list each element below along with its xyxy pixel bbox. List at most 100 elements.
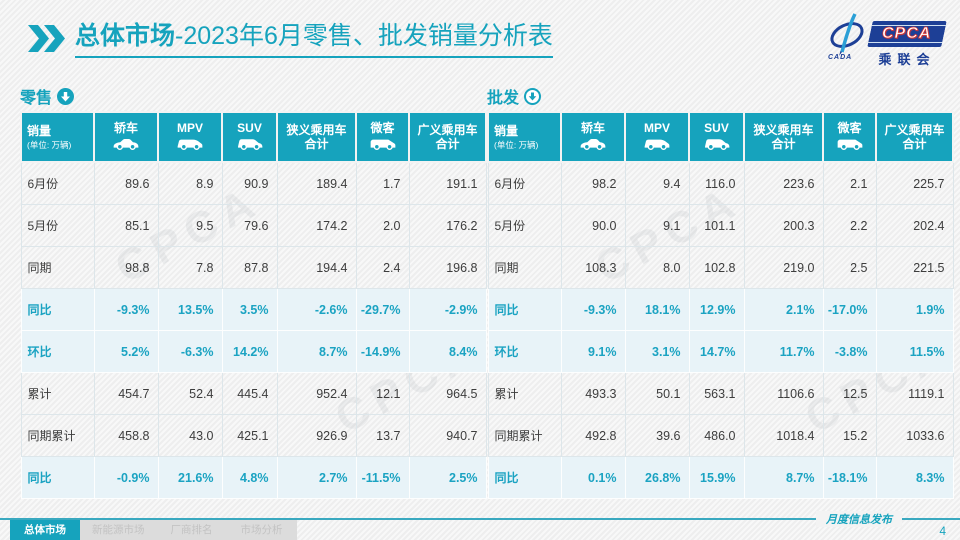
table-row: 同期 98.8 7.8 87.8 194.4 2.4 196.8 (20, 246, 487, 289)
row-label: 6月份 (487, 161, 562, 205)
value-cell: 225.7 (875, 161, 954, 205)
column-label: 销量 (27, 123, 52, 138)
value-cell: 486.0 (688, 414, 745, 457)
value-cell: 189.4 (276, 161, 357, 205)
column-header-sales: 销量 (单位: 万辆) (487, 111, 562, 163)
column-header-2: MPV (157, 111, 223, 163)
value-cell: 964.5 (408, 372, 487, 415)
footer-tab-4[interactable]: 市场分析 (226, 520, 297, 540)
value-cell: 952.4 (276, 372, 357, 415)
value-cell: 15.9% (688, 456, 745, 499)
value-cell: 202.4 (875, 204, 954, 247)
row-label: 5月份 (487, 204, 562, 247)
value-cell: 3.1% (624, 330, 690, 373)
value-cell: 14.2% (221, 330, 278, 373)
cada-logo-mark: CADA (826, 11, 868, 69)
column-header-6: 广义乘用车 合计 (875, 111, 954, 163)
value-cell: 223.6 (743, 161, 824, 205)
row-label: 同比 (487, 288, 562, 331)
table-row: 累计 454.7 52.4 445.4 952.4 12.1 964.5 (20, 372, 487, 415)
value-cell: 79.6 (221, 204, 278, 247)
column-label: 广义乘用车 (884, 122, 945, 137)
page-number: 4 (939, 524, 946, 538)
value-cell: 7.8 (157, 246, 223, 289)
value-cell: 14.7% (688, 330, 745, 373)
table-row: 6月份 89.6 8.9 90.9 189.4 1.7 191.1 (20, 161, 487, 205)
retail-section-header: 零售 (20, 84, 466, 108)
suv-icon (690, 137, 743, 153)
column-label-line2: 合计 (771, 137, 796, 151)
value-cell: 21.6% (157, 456, 223, 499)
row-label: 6月份 (20, 161, 95, 205)
row-label: 累计 (487, 372, 562, 415)
value-cell: -0.9% (93, 456, 159, 499)
column-label-line2: 合计 (902, 137, 927, 151)
value-cell: 176.2 (408, 204, 487, 247)
value-cell: 1033.6 (875, 414, 954, 457)
table-row: 同期累计 458.8 43.0 425.1 926.9 13.7 940.7 (20, 414, 487, 457)
column-label: 狭义乘用车 (753, 122, 814, 137)
value-cell: -29.7% (355, 288, 410, 331)
value-cell: 425.1 (221, 414, 278, 457)
value-cell: -14.9% (355, 330, 410, 373)
row-label: 同期 (20, 246, 95, 289)
footer-tab-1[interactable]: 总体市场 (10, 520, 80, 540)
row-label: 同期 (487, 246, 562, 289)
value-cell: 26.8% (624, 456, 690, 499)
table-row: 6月份 98.2 9.4 116.0 223.6 2.1 225.7 (487, 161, 954, 205)
column-header-sales: 销量 (单位: 万辆) (20, 111, 95, 163)
column-header-6: 广义乘用车 合计 (408, 111, 487, 163)
footer-tab-2[interactable]: 新能源市场 (80, 520, 157, 540)
row-label: 累计 (20, 372, 95, 415)
value-cell: 563.1 (688, 372, 745, 415)
value-cell: 3.5% (221, 288, 278, 331)
table-row: 环比 5.2% -6.3% 14.2% 8.7% -14.9% 8.4% (20, 330, 487, 373)
wholesale-section-header: 批发 (487, 84, 933, 108)
value-cell: -2.6% (276, 288, 357, 331)
value-cell: -17.0% (822, 288, 877, 331)
footer-nav-tabs: 总体市场 新能源市场 厂商排名 市场分析 (10, 520, 297, 540)
column-label-line2: 合计 (304, 137, 329, 151)
table-row: 环比 9.1% 3.1% 14.7% 11.7% -3.8% 11.5% (487, 330, 954, 373)
value-cell: 13.5% (157, 288, 223, 331)
value-cell: 1.7 (355, 161, 410, 205)
table-row: 5月份 90.0 9.1 101.1 200.3 2.2 202.4 (487, 204, 954, 247)
value-cell: 4.8% (221, 456, 278, 499)
value-cell: 12.1 (355, 372, 410, 415)
retail-table: 销量 (单位: 万辆) 轿车 MPV SUV 狭义乘用车 合计 微客 广义乘用车 合计 6月份 89.… (20, 111, 487, 499)
column-label: SUV (704, 120, 729, 135)
column-header-3: SUV (688, 111, 745, 163)
value-cell: 98.8 (93, 246, 159, 289)
value-cell: 1119.1 (875, 372, 954, 415)
value-cell: 12.5 (822, 372, 877, 415)
value-cell: 11.7% (743, 330, 824, 373)
section-label: 零售 (20, 90, 53, 107)
table-row: 同比 0.1% 26.8% 15.9% 8.7% -18.1% 8.3% (487, 456, 954, 499)
value-cell: 98.2 (560, 161, 626, 205)
table-row: 累计 493.3 50.1 563.1 1106.6 12.5 1119.1 (487, 372, 954, 415)
page-title: 总体市场-2023年6月零售、批发销量分析表 (75, 22, 553, 58)
value-cell: 445.4 (221, 372, 278, 415)
column-header-4: 狭义乘用车 合计 (276, 111, 357, 163)
value-cell: 102.8 (688, 246, 745, 289)
value-cell: -11.5% (355, 456, 410, 499)
value-cell: 221.5 (875, 246, 954, 289)
table-header-row: 销量 (单位: 万辆) 轿车 MPV SUV 狭义乘用车 合计 微客 广义乘用车 合计 (20, 111, 487, 163)
value-cell: 43.0 (157, 414, 223, 457)
column-label: 销量 (494, 123, 519, 138)
value-cell: 454.7 (93, 372, 159, 415)
wholesale-section: 批发 销量 (单位: 万辆) 轿车 MPV SUV 狭义乘用车 合计 微客 广义乘用车 合计 6月份… (487, 84, 954, 499)
minivan-icon (824, 137, 875, 153)
table-row: 同期 108.3 8.0 102.8 219.0 2.5 221.5 (487, 246, 954, 289)
table-row: 同比 -9.3% 18.1% 12.9% 2.1% -17.0% 1.9% (487, 288, 954, 331)
value-cell: 85.1 (93, 204, 159, 247)
value-cell: 108.3 (560, 246, 626, 289)
value-cell: 9.4 (624, 161, 690, 205)
value-cell: 90.0 (560, 204, 626, 247)
footer-tab-3[interactable]: 厂商排名 (156, 520, 227, 540)
value-cell: 8.0 (624, 246, 690, 289)
value-cell: -18.1% (822, 456, 877, 499)
column-label: 广义乘用车 (417, 122, 478, 137)
table-row: 5月份 85.1 9.5 79.6 174.2 2.0 176.2 (20, 204, 487, 247)
